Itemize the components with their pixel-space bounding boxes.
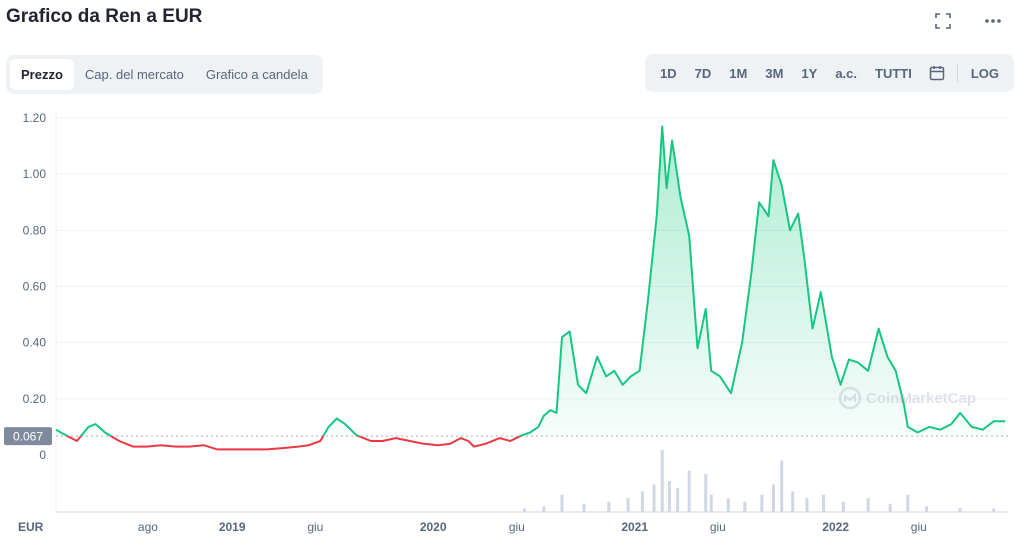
y-tick-label: 0.40	[23, 336, 47, 350]
y-tick-label: 0	[39, 448, 46, 462]
x-tick-label: giu	[307, 520, 323, 534]
more-icon[interactable]	[980, 10, 1006, 32]
top-actions	[930, 10, 1006, 32]
volume-bar	[822, 494, 826, 512]
range-1y-button[interactable]: 1Y	[801, 65, 818, 81]
axis-layer: 0 0.20 0.40 0.60 0.80 1.00 1.20 ago 2019 giu 2020 g…	[18, 111, 927, 534]
line-layer	[55, 125, 1008, 451]
x-tick-label: giu	[911, 520, 927, 534]
volume-bar	[640, 491, 644, 512]
tab-candlestick[interactable]: Grafico a candela	[205, 67, 308, 82]
volume-bar	[560, 494, 564, 512]
volume-bar	[888, 503, 892, 512]
volume-bar	[726, 498, 730, 512]
chart-type-tabs: Prezzo Cap. del mercato Grafico a candel…	[6, 55, 323, 94]
volume-bar	[925, 506, 929, 512]
tab-market-cap[interactable]: Cap. del mercato	[84, 67, 184, 82]
volume-bar	[607, 501, 611, 512]
tab-prezzo[interactable]: Prezzo	[10, 59, 74, 90]
price-line-up	[55, 125, 1006, 437]
volume-bar	[582, 503, 586, 512]
log-scale-button[interactable]: LOG	[970, 65, 999, 81]
volume-bar	[906, 494, 910, 512]
baseline-badge: 0.067	[4, 427, 52, 446]
volume-bar	[667, 481, 671, 512]
volume-bar	[542, 506, 546, 512]
volume-bar	[676, 487, 680, 512]
volume-bar	[771, 484, 775, 512]
range-divider	[956, 64, 958, 82]
volume-bar	[704, 474, 708, 512]
volume-bar	[866, 498, 870, 512]
calendar-icon[interactable]	[921, 61, 953, 85]
range-1d-button[interactable]: 1D	[660, 65, 677, 81]
volume-bar	[791, 491, 795, 512]
x-tick-label: giu	[509, 520, 525, 534]
coinmarketcap-logo: CoinMarketCap	[838, 386, 976, 410]
volume-bar	[805, 498, 809, 512]
volume-bar	[760, 494, 764, 512]
range-3m-button[interactable]: 3M	[765, 65, 784, 81]
baseline-badge-box	[4, 427, 52, 446]
volume-bar	[687, 470, 691, 512]
volume-bar	[780, 460, 784, 512]
x-tick-label: giu	[710, 520, 726, 534]
baseline-badge-label: 0.067	[13, 430, 43, 444]
range-ytd-button[interactable]: a.c.	[835, 65, 857, 81]
y-tick-label: 0.60	[23, 280, 47, 294]
y-tick-label: 0.80	[23, 223, 47, 237]
x-tick-label: 2022	[822, 520, 849, 534]
range-1m-button[interactable]: 1M	[729, 65, 748, 81]
currency-unit-label: EUR	[18, 520, 44, 534]
volume-bar	[958, 507, 962, 512]
price-chart[interactable]: CoinMarketCap 0 0.20 0.40 0.60 0.80 1.00 1.20 a…	[0, 100, 1024, 544]
range-selector: 1D 7D 1M 3M 1Y a.c. TUTTI LOG	[645, 54, 1014, 92]
volume-bar	[992, 508, 996, 512]
watermark-text: CoinMarketCap	[866, 390, 976, 407]
fullscreen-icon[interactable]	[930, 10, 956, 32]
price-line-down	[65, 436, 523, 451]
volume-bar	[660, 450, 664, 512]
x-tick-label: 2019	[219, 520, 246, 534]
volume-bar	[709, 494, 713, 512]
y-tick-label: 1.00	[23, 167, 47, 181]
volume-bar	[652, 484, 656, 512]
volume-bar	[743, 501, 747, 512]
area-fill-layer	[56, 126, 1006, 437]
x-tick-label: 2021	[621, 520, 648, 534]
y-tick-label: 0.20	[23, 392, 47, 406]
y-tick-label: 1.20	[23, 111, 47, 125]
price-area-fill	[56, 126, 1006, 437]
range-all-button[interactable]: TUTTI	[875, 65, 912, 81]
volume-bar	[841, 501, 845, 512]
x-tick-label: ago	[138, 520, 158, 534]
volume-bar	[626, 498, 630, 512]
page-title: Grafico da Ren a EUR	[6, 6, 203, 27]
volume-layer	[523, 450, 996, 512]
grid-layer	[55, 110, 1008, 513]
volume-bar	[523, 508, 527, 512]
range-7d-button[interactable]: 7D	[694, 65, 712, 81]
x-tick-label: 2020	[420, 520, 447, 534]
